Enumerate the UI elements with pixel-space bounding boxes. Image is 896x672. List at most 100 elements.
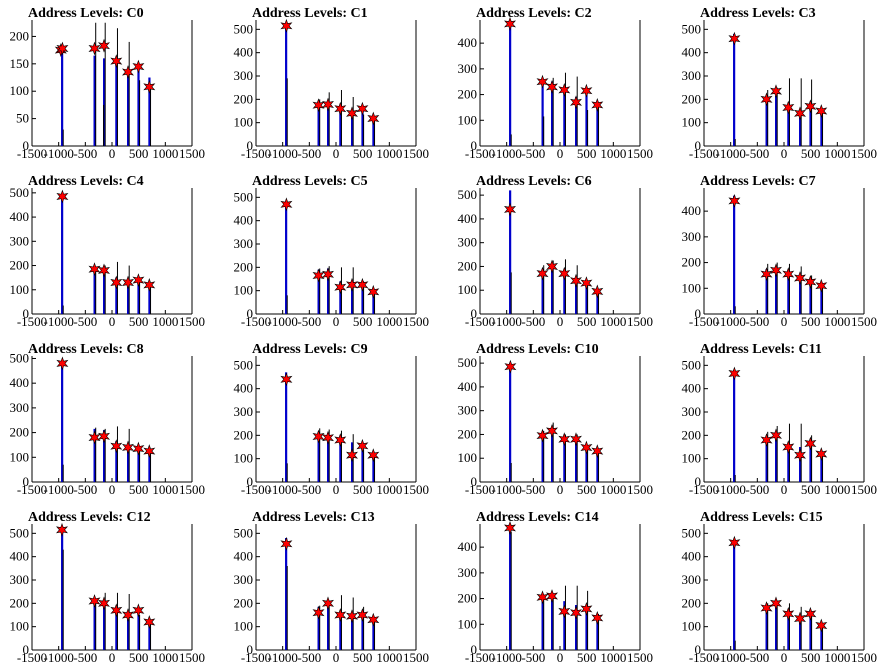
x-tick-label: -1000 bbox=[43, 482, 73, 497]
peak-marker bbox=[56, 41, 69, 56]
bar bbox=[339, 109, 342, 146]
x-tick-label: -500 bbox=[73, 650, 97, 665]
bar bbox=[127, 612, 130, 650]
peak-marker bbox=[55, 522, 69, 537]
bar bbox=[351, 442, 354, 482]
x-tick-label: 500 bbox=[801, 314, 821, 329]
x-tick-label: 500 bbox=[577, 482, 597, 497]
bar bbox=[372, 290, 375, 314]
peak-marker bbox=[558, 82, 571, 97]
bar bbox=[93, 428, 96, 482]
x-tick-label: -1500 bbox=[689, 650, 719, 665]
x-tick-label: -1000 bbox=[267, 314, 297, 329]
peak-marker bbox=[591, 444, 604, 459]
peak-marker bbox=[558, 604, 571, 619]
peak-marker bbox=[558, 432, 571, 447]
x-tick-label: 1500 bbox=[627, 482, 653, 497]
y-tick-label: 0 bbox=[247, 474, 254, 489]
y-tick-label: 300 bbox=[234, 236, 254, 251]
peak-marker bbox=[804, 99, 817, 114]
bar bbox=[327, 433, 330, 482]
peak-marker bbox=[356, 608, 369, 622]
x-tick-label: 1500 bbox=[179, 314, 205, 329]
x-tick-label: 500 bbox=[353, 650, 373, 665]
x-tick-label: -500 bbox=[297, 314, 321, 329]
y-tick-label: 400 bbox=[682, 549, 702, 564]
peak-marker bbox=[793, 448, 807, 463]
bar bbox=[351, 111, 354, 146]
x-tick-label: -1500 bbox=[17, 314, 47, 329]
peak-marker bbox=[356, 101, 369, 116]
peak-marker bbox=[132, 59, 145, 74]
panel-c2: Address Levels: C2 0 100 200 300 400 -1500-100… bbox=[458, 6, 654, 161]
peak-marker bbox=[132, 273, 145, 288]
peak-marker bbox=[769, 263, 783, 278]
peak-marker bbox=[121, 440, 135, 455]
peak-marker bbox=[728, 193, 741, 208]
peak-marker bbox=[312, 429, 325, 444]
peak-marker bbox=[143, 444, 156, 459]
x-tick-label: 0 bbox=[557, 482, 564, 497]
peak-marker bbox=[367, 111, 380, 126]
y-tick-label: 100 bbox=[682, 115, 702, 130]
x-tick-label: 1000 bbox=[600, 650, 626, 665]
peak-marker bbox=[280, 372, 293, 387]
x-tick-label: -1500 bbox=[689, 482, 719, 497]
peak-marker bbox=[321, 430, 335, 445]
x-tick-label: 0 bbox=[781, 482, 788, 497]
peak-marker bbox=[110, 439, 123, 454]
bar bbox=[115, 63, 118, 146]
x-tick-label: -500 bbox=[297, 146, 321, 161]
bar bbox=[115, 608, 118, 650]
x-tick-label: 1500 bbox=[403, 146, 429, 161]
x-tick-label: -500 bbox=[297, 482, 321, 497]
x-tick-label: 500 bbox=[801, 146, 821, 161]
bar bbox=[563, 88, 566, 146]
x-tick-label: 1000 bbox=[824, 482, 850, 497]
x-tick-label: -1000 bbox=[267, 146, 297, 161]
peak-marker bbox=[321, 596, 335, 611]
peak-marker bbox=[110, 54, 123, 69]
peak-marker bbox=[536, 590, 549, 605]
peak-marker bbox=[815, 447, 828, 461]
peak-marker bbox=[769, 84, 783, 99]
bar bbox=[820, 284, 823, 314]
bar bbox=[103, 602, 106, 650]
panel-title: Address Levels: C13 bbox=[252, 510, 375, 525]
x-tick-label: -1000 bbox=[715, 314, 745, 329]
y-tick-label: 400 bbox=[682, 203, 702, 218]
panel-c5: Address Levels: C50100200300400500-1500-… bbox=[234, 174, 430, 329]
peak-marker bbox=[546, 589, 558, 603]
bar bbox=[575, 605, 578, 650]
y-tick-label: 400 bbox=[234, 549, 254, 564]
bar bbox=[372, 118, 375, 146]
x-tick-label: -1500 bbox=[689, 146, 719, 161]
bar bbox=[765, 269, 768, 314]
peak-marker bbox=[591, 284, 604, 299]
y-tick-label: 100 bbox=[234, 451, 254, 466]
bar bbox=[127, 69, 130, 146]
y-tick-label: 400 bbox=[10, 209, 30, 224]
x-tick-label: -1000 bbox=[715, 650, 745, 665]
x-tick-label: -500 bbox=[521, 146, 545, 161]
x-tick-label: 0 bbox=[109, 650, 116, 665]
bar bbox=[61, 528, 64, 650]
peak-marker bbox=[815, 278, 828, 293]
bar bbox=[339, 281, 342, 314]
y-tick-label: 300 bbox=[234, 404, 254, 419]
peak-marker bbox=[345, 609, 359, 624]
x-tick-label: 500 bbox=[577, 314, 597, 329]
y-tick-label: 100 bbox=[682, 280, 702, 295]
bar bbox=[596, 290, 599, 314]
peak-marker bbox=[769, 428, 783, 443]
panel-c13: Address Levels: C13 0 100 200 300 400 500 -1500… bbox=[234, 510, 430, 665]
x-tick-label: -500 bbox=[73, 146, 97, 161]
bar bbox=[799, 111, 802, 146]
x-tick-label: -1000 bbox=[267, 650, 297, 665]
peak-marker bbox=[97, 429, 111, 444]
x-tick-label: 500 bbox=[801, 650, 821, 665]
panel-c3: Address Levels: C30100200300400500-1500-… bbox=[682, 6, 878, 161]
y-tick-label: 0 bbox=[695, 306, 702, 321]
y-tick-label: 200 bbox=[458, 87, 478, 102]
